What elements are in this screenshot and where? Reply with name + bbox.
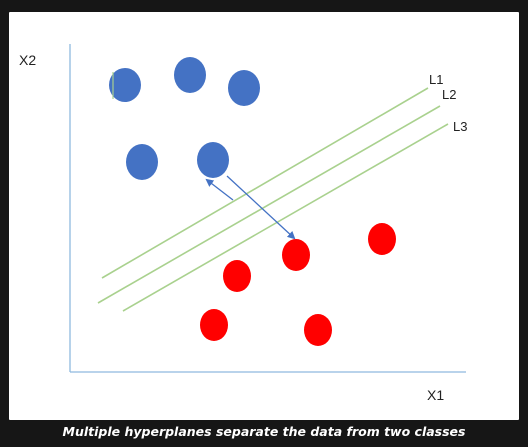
red-point [223,260,251,292]
hyperplane-l2 [97,105,441,304]
red-point [304,314,332,346]
figure-caption: Multiple hyperplanes separate the data f… [62,424,466,439]
hyperplane-label-l1: L1 [429,72,444,87]
hyperplane-label-l2: L2 [442,87,457,102]
red-point [282,239,310,271]
margin-arrow-left [205,178,234,201]
blue-point [197,142,229,178]
red-point [200,309,228,341]
hyperplane-l3 [122,123,449,312]
figure-panel: X2 X1 L1 L2 L3 [9,12,519,420]
hyperplane-l1 [101,87,429,279]
margin-arrow-right [226,175,296,240]
blue-point [126,144,158,180]
hyperplane-diagram [69,44,466,373]
blue-point [174,57,206,93]
x-axis-label: X1 [427,387,445,403]
red-point [368,223,396,255]
blue-point [228,70,260,106]
blue-point [109,68,141,102]
hyperplane-label-l3: L3 [453,119,468,134]
y-axis-label: X2 [19,52,37,68]
